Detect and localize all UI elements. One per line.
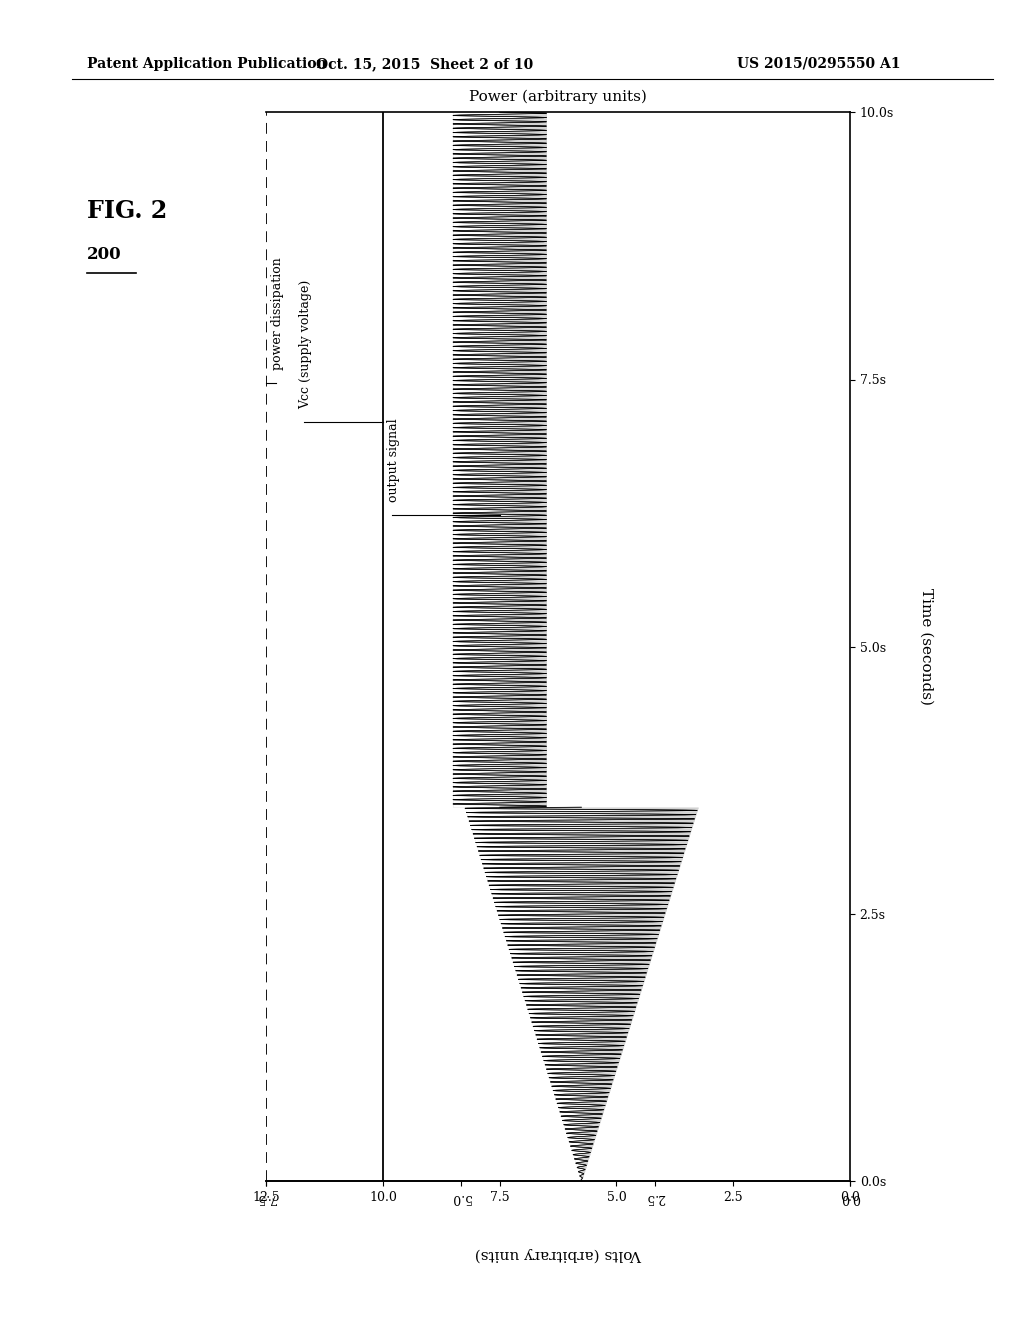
- Text: US 2015/0295550 A1: US 2015/0295550 A1: [737, 57, 901, 71]
- Text: output signal: output signal: [387, 418, 400, 502]
- Text: power dissipation: power dissipation: [271, 257, 285, 370]
- Text: FIG. 2: FIG. 2: [87, 199, 167, 223]
- Text: 200: 200: [87, 247, 122, 263]
- Y-axis label: Time (seconds): Time (seconds): [919, 589, 933, 705]
- Text: Oct. 15, 2015  Sheet 2 of 10: Oct. 15, 2015 Sheet 2 of 10: [316, 57, 534, 71]
- Text: Volts (arbitrary units): Volts (arbitrary units): [474, 1247, 642, 1261]
- X-axis label: Power (arbitrary units): Power (arbitrary units): [469, 90, 647, 104]
- Text: Patent Application Publication: Patent Application Publication: [87, 57, 327, 71]
- Text: Vcc (supply voltage): Vcc (supply voltage): [299, 280, 312, 409]
